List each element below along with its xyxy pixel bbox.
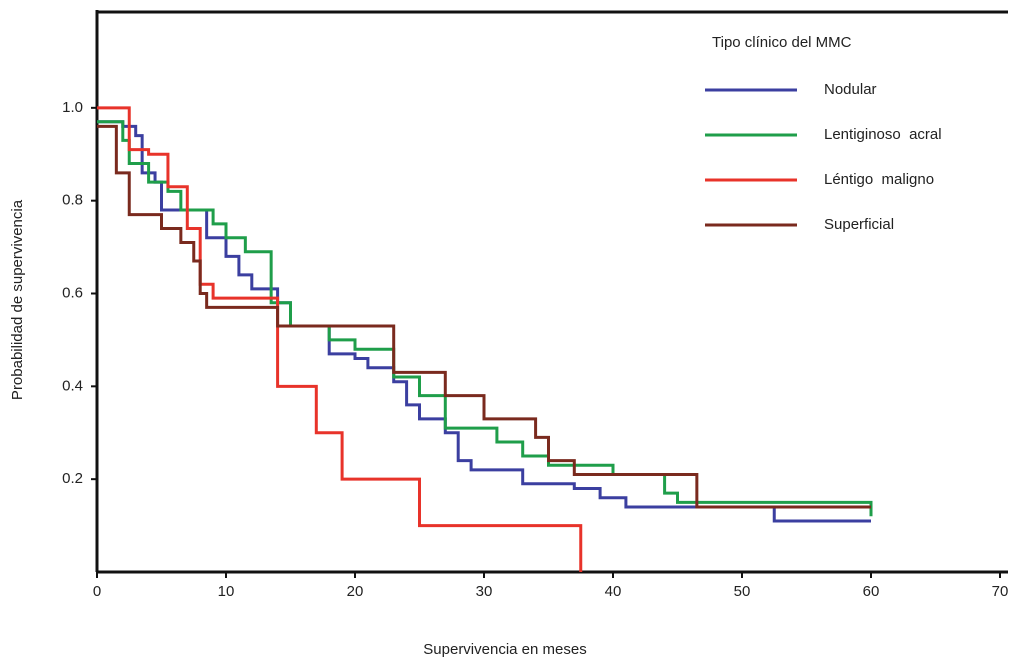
x-tick-label: 40 [605, 583, 622, 600]
y-tick-label: 0.8 [62, 192, 83, 209]
survival-curve [97, 106, 583, 572]
legend-label: Nodular [824, 81, 877, 98]
x-tick-label: 20 [347, 583, 364, 600]
survival-curve [97, 120, 871, 523]
x-tick-label: 50 [734, 583, 751, 600]
x-tick-label: 70 [992, 583, 1009, 600]
y-tick-label: 0.4 [62, 377, 83, 394]
legend-label: Léntigo maligno [824, 171, 934, 188]
legend-title: Tipo clínico del MMC [712, 34, 852, 51]
x-tick-label: 0 [93, 583, 101, 600]
x-axis-title: Supervivencia en meses [423, 641, 586, 658]
survival-curve [97, 124, 871, 509]
x-tick-label: 10 [218, 583, 235, 600]
y-tick-label: 1.0 [62, 99, 83, 116]
legend-label: Superficial [824, 216, 894, 233]
x-tick-label: 30 [476, 583, 493, 600]
y-axis-title: Probabilidad de supervivencia [9, 199, 26, 400]
y-tick-label: 0.6 [62, 284, 83, 301]
legend-label: Lentiginoso acral [824, 126, 942, 143]
y-tick-label: 0.2 [62, 470, 83, 487]
x-tick-label: 60 [863, 583, 880, 600]
